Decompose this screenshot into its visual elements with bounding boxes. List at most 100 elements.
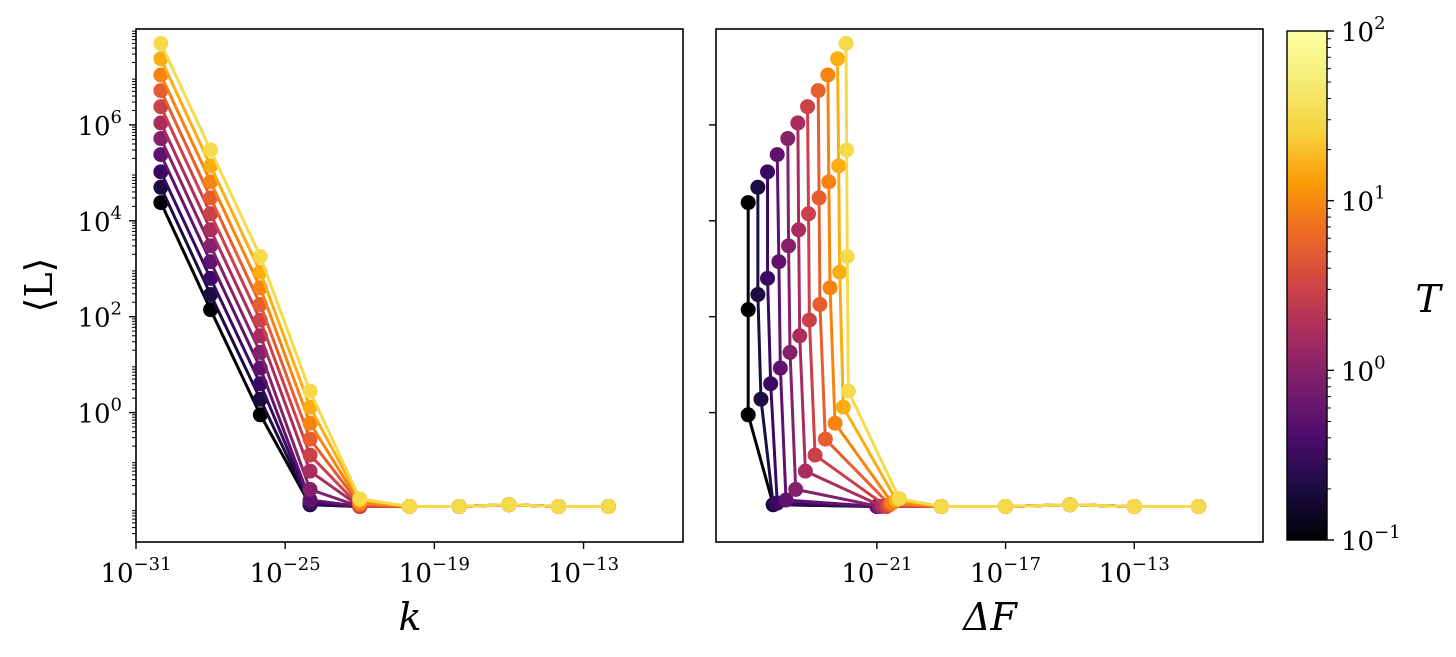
right-y-axis bbox=[709, 124, 716, 414]
right-data-point bbox=[831, 158, 847, 174]
right-data-point bbox=[1062, 497, 1078, 513]
left-data-point bbox=[153, 35, 169, 51]
left-x-tick-label-base: 10 bbox=[399, 559, 432, 589]
left-data-point bbox=[153, 179, 169, 195]
left-x-axis-label: k bbox=[398, 595, 421, 639]
left-data-point bbox=[302, 431, 318, 447]
left-data-point bbox=[501, 497, 517, 513]
right-data-point bbox=[839, 142, 855, 158]
colorbar-tick-label-base: 10 bbox=[1341, 188, 1374, 218]
left-y-tick-label-base: 10 bbox=[77, 304, 110, 334]
right-data-point bbox=[750, 287, 766, 303]
right-data-point bbox=[778, 492, 794, 508]
right-data-point bbox=[827, 415, 843, 431]
left-x-tick-label: 10−31 bbox=[100, 554, 171, 589]
left-data-point bbox=[153, 115, 169, 131]
right-data-point bbox=[1126, 499, 1142, 515]
left-data-point bbox=[551, 499, 567, 515]
right-data-point bbox=[790, 115, 806, 131]
right-series-line-T30 bbox=[836, 58, 1199, 509]
left-series-line-T2 bbox=[159, 106, 609, 509]
right-data-point bbox=[780, 131, 796, 147]
right-data-point bbox=[740, 195, 756, 211]
right-series-line-T4 bbox=[816, 90, 1199, 509]
left-data-point bbox=[153, 147, 169, 163]
right-data-point bbox=[760, 164, 776, 180]
right-x-tick-label-exponent: −21 bbox=[874, 554, 912, 575]
right-axes-frame bbox=[715, 28, 1264, 543]
right-series-line-T10 bbox=[826, 74, 1199, 509]
left-x-tick-label-base: 10 bbox=[100, 559, 133, 589]
right-data-point bbox=[750, 179, 766, 195]
left-y-tick-label-exponent: 0 bbox=[111, 395, 122, 416]
colorbar-tick-label-exponent: 2 bbox=[1374, 13, 1385, 34]
right-x-tick-label: 10−17 bbox=[970, 554, 1041, 589]
left-series-line-T10 bbox=[159, 74, 609, 509]
left-data-point bbox=[203, 302, 219, 318]
left-x-tick-label-base: 10 bbox=[548, 559, 581, 589]
right-data-point bbox=[792, 328, 808, 344]
right-data-point bbox=[835, 399, 851, 415]
left-data-point bbox=[252, 407, 268, 423]
colorbar-tick-label-exponent: 0 bbox=[1374, 352, 1385, 373]
left-x-tick-label: 10−13 bbox=[548, 554, 619, 589]
right-data-point bbox=[840, 383, 856, 399]
left-data-point bbox=[302, 447, 318, 463]
colorbar-tick-label: 100 bbox=[1341, 352, 1386, 387]
right-data-point bbox=[820, 67, 836, 83]
right-x-tick-label-exponent: −13 bbox=[1132, 554, 1170, 575]
left-data-point bbox=[352, 491, 368, 507]
right-data-point bbox=[753, 391, 769, 407]
right-series-line-T0.15 bbox=[756, 187, 1199, 509]
left-y-tick-label-base: 10 bbox=[77, 400, 110, 430]
left-data-point bbox=[451, 499, 467, 515]
right-series-line-T1 bbox=[796, 122, 1199, 509]
left-y-tick-label-exponent: 4 bbox=[111, 203, 122, 224]
left-data-point bbox=[302, 481, 318, 497]
right-data-point bbox=[812, 296, 828, 312]
right-data-point bbox=[788, 481, 804, 497]
right-data-point bbox=[821, 174, 837, 190]
right-data-point bbox=[998, 499, 1014, 515]
right-data-point bbox=[797, 463, 813, 479]
left-x-tick-label: 10−25 bbox=[250, 554, 321, 589]
right-x-tick-label-base: 10 bbox=[1099, 559, 1132, 589]
colorbar-gradient bbox=[1286, 30, 1328, 541]
right-data-point bbox=[782, 344, 798, 360]
left-data-point bbox=[402, 499, 417, 515]
left-data-point bbox=[203, 206, 219, 222]
left-data-point bbox=[153, 164, 169, 180]
left-y-tick-label: 104 bbox=[77, 203, 122, 238]
colorbar-tick-label-base: 10 bbox=[1341, 357, 1374, 387]
left-series-line-T100 bbox=[159, 42, 609, 509]
right-data-point bbox=[801, 206, 817, 222]
right-panel: 10−21 10−17 10−13 ΔF bbox=[709, 28, 1264, 639]
left-y-tick-label: 100 bbox=[77, 395, 122, 430]
left-data-point bbox=[203, 142, 219, 158]
left-data-point bbox=[203, 222, 219, 238]
right-data-point bbox=[781, 238, 797, 254]
left-y-tick-label-exponent: 2 bbox=[111, 299, 122, 320]
colorbar-tick-label: 101 bbox=[1341, 183, 1386, 218]
left-x-tick-label: 10−19 bbox=[399, 554, 470, 589]
colorbar-tick-label-base: 10 bbox=[1341, 527, 1374, 557]
left-data-point bbox=[153, 67, 169, 83]
left-x-tick-label-exponent: −13 bbox=[581, 554, 619, 575]
right-x-tick-label-base: 10 bbox=[841, 559, 874, 589]
left-data-point bbox=[302, 492, 318, 508]
right-data-point bbox=[807, 447, 823, 463]
left-y-tick-label-base: 10 bbox=[77, 208, 110, 238]
right-data-point bbox=[772, 360, 788, 376]
right-data-point bbox=[832, 264, 848, 280]
right-data-point bbox=[822, 280, 838, 296]
right-data-point bbox=[817, 431, 833, 447]
right-data-point bbox=[740, 302, 756, 318]
left-data-point bbox=[252, 249, 268, 265]
right-data-point bbox=[760, 270, 776, 286]
right-data-point bbox=[763, 376, 779, 392]
right-x-tick-label: 10−21 bbox=[841, 554, 912, 589]
left-x-tick-label-exponent: −19 bbox=[432, 554, 470, 575]
